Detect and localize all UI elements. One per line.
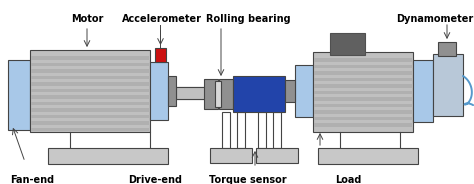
Bar xyxy=(31,108,149,112)
Bar xyxy=(31,121,149,125)
Text: Accelerometer: Accelerometer xyxy=(122,14,202,24)
Bar xyxy=(314,65,412,68)
Bar xyxy=(168,76,176,106)
Bar xyxy=(31,128,149,131)
Bar xyxy=(31,82,149,86)
Bar xyxy=(314,97,412,100)
Bar xyxy=(31,102,149,105)
Bar xyxy=(256,148,298,163)
Bar xyxy=(314,110,412,114)
Bar xyxy=(314,116,412,120)
Bar xyxy=(314,84,412,88)
Bar xyxy=(219,79,233,109)
Bar xyxy=(31,114,149,118)
Bar xyxy=(215,81,221,107)
Text: Rolling bearing: Rolling bearing xyxy=(206,14,290,24)
Bar xyxy=(8,60,30,130)
Bar xyxy=(313,52,413,132)
Bar xyxy=(295,65,313,117)
Bar xyxy=(438,42,456,56)
Bar xyxy=(314,71,412,75)
Bar xyxy=(31,75,149,79)
Bar xyxy=(150,62,168,120)
Bar xyxy=(204,79,218,109)
Text: Torque sensor: Torque sensor xyxy=(209,175,287,184)
Bar xyxy=(413,60,433,122)
Bar xyxy=(233,76,285,112)
Bar xyxy=(433,54,463,116)
Bar xyxy=(48,148,168,164)
Bar xyxy=(314,91,412,94)
Bar xyxy=(314,77,412,81)
Bar xyxy=(222,112,230,148)
Bar xyxy=(31,89,149,92)
Bar xyxy=(314,123,412,127)
Bar xyxy=(258,112,266,148)
Bar xyxy=(273,112,281,148)
Text: Drive-end: Drive-end xyxy=(128,175,182,184)
Bar xyxy=(30,50,150,132)
Bar xyxy=(176,87,248,99)
Text: Dynamometer: Dynamometer xyxy=(396,14,474,24)
Bar xyxy=(176,87,321,99)
Bar xyxy=(237,112,245,148)
Bar xyxy=(210,148,252,163)
Bar xyxy=(31,95,149,98)
Bar xyxy=(285,87,325,99)
Text: Load: Load xyxy=(335,175,361,184)
Text: Motor: Motor xyxy=(71,14,103,24)
Bar xyxy=(31,56,149,59)
Bar xyxy=(314,58,412,61)
Bar xyxy=(31,69,149,72)
Bar xyxy=(31,63,149,66)
Bar xyxy=(330,33,365,55)
Bar xyxy=(318,148,418,164)
Text: Fan-end: Fan-end xyxy=(10,175,54,184)
Bar xyxy=(155,48,166,62)
Bar xyxy=(285,80,295,102)
Bar xyxy=(314,103,412,107)
